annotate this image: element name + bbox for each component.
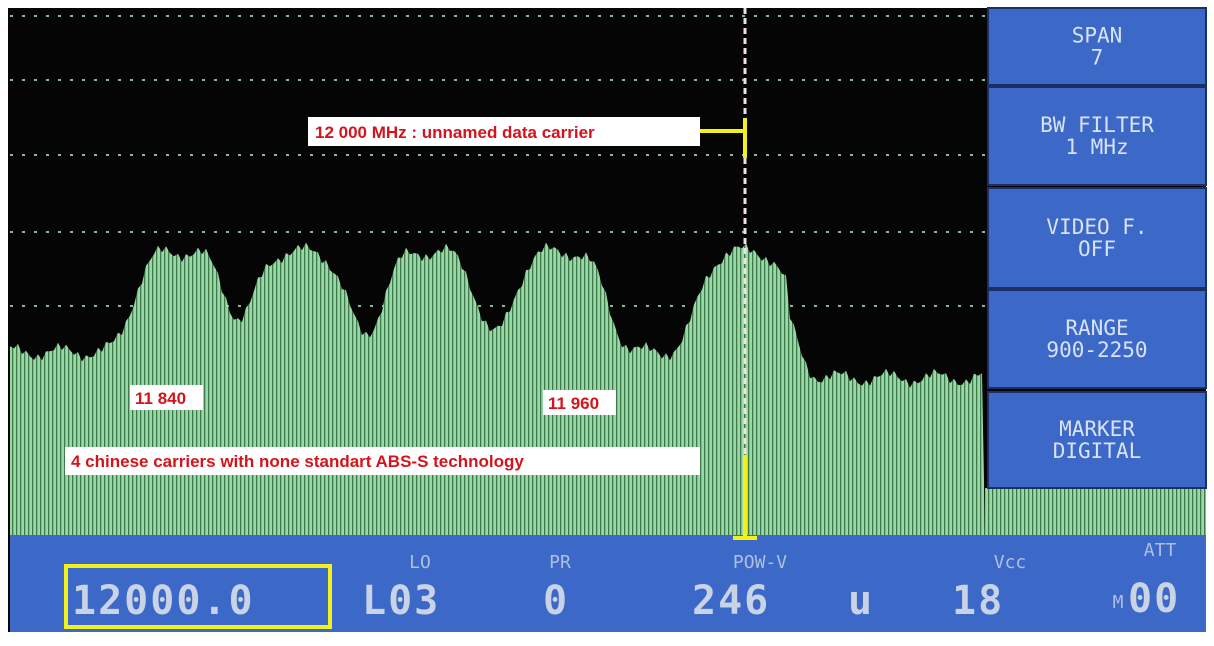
att-label: ATT	[1144, 540, 1177, 561]
softkey-value: OFF	[1078, 237, 1116, 261]
pow-unit: u	[848, 578, 874, 624]
softkey-label: SPAN	[1072, 24, 1123, 48]
vcc-label: Vcc	[994, 552, 1027, 573]
pow-label: POW-V	[733, 552, 787, 573]
softkey-label: BW FILTER	[1040, 113, 1154, 137]
att-value: 00	[1128, 576, 1180, 622]
softkey	[987, 187, 1207, 289]
pr-label: PR	[549, 552, 571, 573]
annotation-box	[543, 390, 616, 415]
annotation-box	[308, 117, 700, 146]
freq-annotation: 11 840	[135, 389, 186, 408]
softkey	[987, 86, 1207, 186]
softkey-value: 900-2250	[1046, 338, 1147, 362]
softkey	[987, 391, 1207, 489]
carriers-annotation: 4 chinese carriers with none standart AB…	[71, 452, 524, 471]
pr-value: 0	[543, 578, 569, 624]
pow-value: 246	[692, 578, 770, 624]
softkey-label: VIDEO F.	[1046, 215, 1147, 239]
spectrum-fill	[985, 488, 1206, 535]
softkey-value: 7	[1091, 46, 1104, 70]
lo-label: LO	[409, 552, 431, 573]
softkey-label: MARKER	[1059, 417, 1135, 441]
annotation-box	[65, 447, 700, 475]
vcc-value: 18	[952, 578, 1004, 624]
softkey-value: 1 MHz	[1065, 135, 1128, 159]
softkey-value: DIGITAL	[1053, 439, 1142, 463]
frequency-highlight	[64, 564, 332, 629]
frequency: 12000.0	[72, 578, 255, 624]
softkey	[987, 7, 1207, 86]
lo-value: L03	[362, 578, 440, 624]
softkey	[987, 289, 1207, 389]
att-prefix: M	[1113, 592, 1124, 613]
annotation-box	[130, 385, 203, 410]
freq-annotation: 11 960	[548, 394, 599, 413]
softkey-label: RANGE	[1065, 316, 1128, 340]
status-bar	[10, 535, 1206, 632]
marker-annotation: 12 000 MHz : unnamed data carrier	[315, 123, 595, 142]
